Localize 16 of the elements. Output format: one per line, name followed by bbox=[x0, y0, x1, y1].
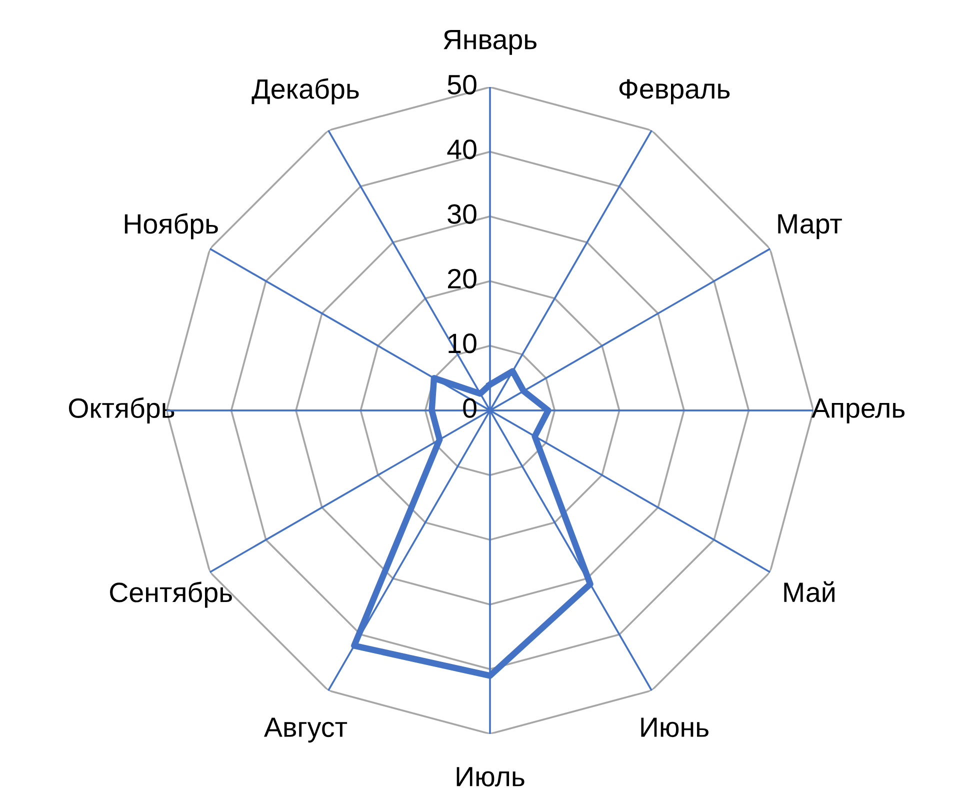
spoke-label: Апрель bbox=[811, 398, 905, 424]
spoke-label: Декабрь bbox=[252, 78, 359, 104]
spoke-label: Март bbox=[778, 214, 842, 240]
y-tick-label: 20 bbox=[448, 268, 476, 289]
spoke-label: Июль bbox=[456, 767, 524, 786]
spoke-label: Ноябрь bbox=[124, 213, 218, 240]
spoke-label: Январь bbox=[444, 30, 536, 55]
spoke-label: Октябрь bbox=[68, 397, 174, 424]
spoke-label: Июнь bbox=[641, 718, 708, 738]
spoke-label: Май bbox=[784, 581, 834, 602]
y-tick-label: 50 bbox=[448, 74, 476, 95]
y-tick-label: 30 bbox=[448, 204, 476, 224]
spoke-label: Сентябрь bbox=[110, 582, 232, 608]
spoke-label: Февраль bbox=[619, 79, 730, 104]
spoke-label: Август bbox=[264, 718, 348, 743]
y-tick-label: 40 bbox=[447, 140, 476, 160]
